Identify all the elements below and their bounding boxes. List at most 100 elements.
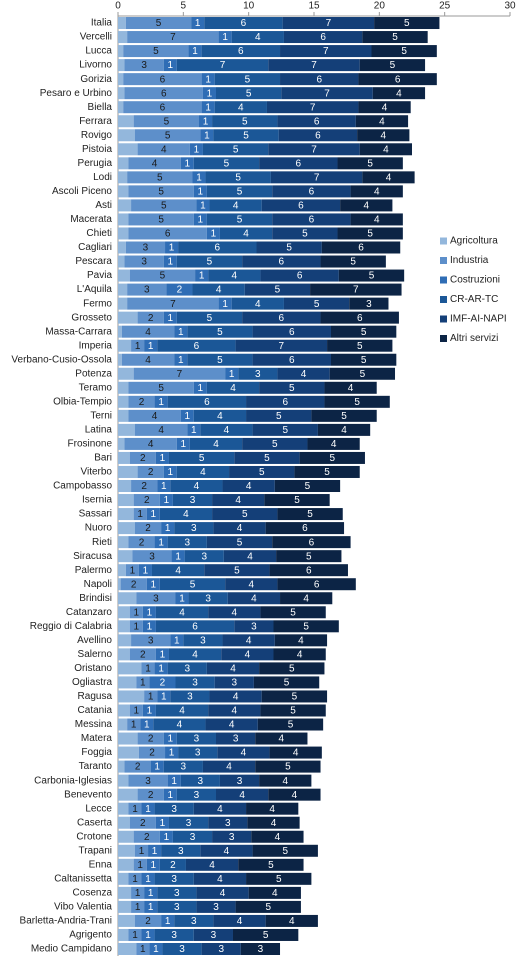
data-label: 6: [204, 397, 210, 408]
bar-segment: [218, 31, 232, 44]
data-label: 1: [148, 341, 154, 352]
bar-segment: [256, 241, 322, 254]
legend-swatch: [440, 257, 447, 264]
data-label: 5: [207, 257, 213, 268]
data-label: 1: [150, 579, 156, 590]
y-tick-label: Agrigento: [69, 930, 112, 941]
bar-segment: [125, 17, 192, 30]
legend-label: IMF-AI-NAPI: [450, 314, 507, 325]
data-label: 6: [306, 565, 312, 576]
data-label: 3: [174, 888, 180, 899]
y-tick-label: Biella: [88, 102, 113, 113]
bar-segment: [213, 129, 279, 142]
bar-segment: [118, 129, 135, 142]
y-tick-label: Catanzaro: [66, 607, 113, 618]
bar-segment: [199, 115, 213, 128]
data-label: 5: [292, 692, 298, 703]
bar-segment: [212, 508, 278, 521]
bar-segment: [144, 886, 158, 899]
bar-segment: [358, 73, 437, 86]
bar-segment: [131, 900, 145, 913]
y-tick-label: L'Aquila: [77, 284, 113, 295]
data-label: 1: [145, 930, 151, 941]
bar-segment: [118, 900, 132, 913]
y-tick-label: Siracusa: [73, 551, 112, 562]
legend-label: CR-AR-TC: [450, 294, 498, 305]
data-label: 2: [160, 678, 166, 689]
bar-segment: [330, 325, 397, 338]
data-label: 7: [323, 46, 329, 57]
data-label: 5: [303, 621, 309, 632]
data-label: 1: [164, 495, 170, 506]
x-tick-label: 10: [243, 1, 255, 12]
bar-segment: [118, 830, 134, 843]
bar-segment: [134, 844, 149, 857]
bar-segment: [118, 746, 139, 759]
bar-segment: [188, 592, 228, 605]
bar-segment: [212, 830, 252, 843]
bar-segment: [129, 620, 143, 633]
bar-segment: [128, 774, 168, 787]
data-label: 3: [237, 776, 243, 787]
data-label: 4: [379, 116, 385, 127]
data-label: 5: [369, 271, 375, 282]
data-label: 4: [382, 102, 388, 113]
data-label: 5: [246, 88, 252, 99]
data-label: 3: [184, 664, 190, 675]
bar-segment: [225, 367, 239, 380]
data-label: 1: [132, 804, 138, 815]
data-label: 7: [279, 341, 285, 352]
data-label: 5: [207, 313, 213, 324]
data-label: 1: [167, 734, 173, 745]
bar-segment: [214, 73, 281, 86]
bar-segment: [133, 115, 200, 128]
data-label: 1: [148, 692, 154, 703]
data-label: 7: [324, 88, 330, 99]
bar-segment: [193, 381, 207, 394]
bar-segment: [131, 339, 145, 352]
legend-label: Agricoltura: [450, 236, 498, 247]
data-label: 4: [148, 439, 154, 450]
data-label: 4: [216, 285, 222, 296]
data-label: 1: [211, 229, 217, 240]
data-label: 5: [217, 355, 223, 366]
data-label: 4: [269, 804, 275, 815]
bar-segment: [277, 367, 330, 380]
bar-segment: [161, 844, 201, 857]
bar-segment: [358, 101, 411, 114]
data-label: 1: [229, 369, 235, 380]
bar-segment: [362, 31, 428, 44]
bar-segment: [118, 550, 133, 563]
bar-segment: [161, 914, 175, 927]
data-label: 5: [272, 439, 278, 450]
y-tick-label: Imperia: [79, 340, 113, 351]
bar-segment: [159, 494, 173, 507]
data-label: 1: [139, 846, 145, 857]
bar-segment: [201, 942, 241, 955]
bar-segment: [118, 844, 135, 857]
bar-segment: [155, 620, 235, 633]
data-label: 4: [292, 790, 298, 801]
data-label: 4: [251, 593, 257, 604]
bar-segment: [307, 437, 360, 450]
bar-segment: [268, 143, 360, 156]
bar-segment: [251, 830, 304, 843]
data-label: 2: [148, 734, 154, 745]
bar-segment: [176, 465, 230, 478]
data-label: 2: [140, 818, 146, 829]
bar-segment: [231, 31, 284, 44]
data-label: 4: [161, 144, 167, 155]
data-label: 3: [141, 60, 147, 71]
bar-segment: [320, 255, 386, 268]
bar-segment: [118, 465, 138, 478]
bar-segment: [252, 353, 331, 366]
data-label: 4: [289, 916, 295, 927]
bar-segment: [131, 199, 197, 212]
data-label: 5: [367, 158, 373, 169]
bar-segment: [216, 732, 256, 745]
data-label: 4: [145, 355, 151, 366]
bar-segment: [321, 241, 401, 254]
data-label: 1: [198, 187, 204, 198]
bar-segment: [192, 171, 206, 184]
data-label: 3: [191, 916, 197, 927]
